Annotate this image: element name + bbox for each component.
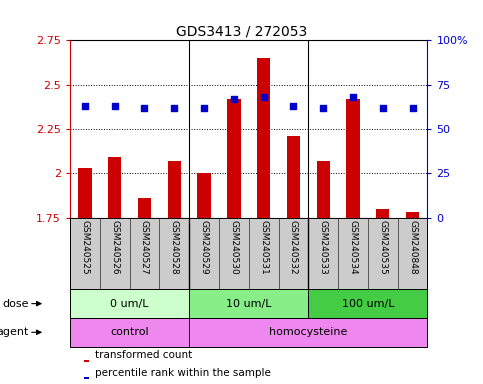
Text: GSM240534: GSM240534 [349, 220, 357, 275]
Point [230, 96, 238, 102]
Text: 0 um/L: 0 um/L [110, 299, 149, 309]
Bar [346, 99, 360, 218]
Point [170, 105, 178, 111]
Text: GSM240527: GSM240527 [140, 220, 149, 275]
Text: GSM240535: GSM240535 [378, 220, 387, 275]
Text: GSM240532: GSM240532 [289, 220, 298, 275]
Bar [138, 198, 151, 218]
Text: homocysteine: homocysteine [269, 327, 347, 337]
Text: GSM240526: GSM240526 [110, 220, 119, 275]
Text: 100 um/L: 100 um/L [341, 299, 394, 309]
Bar [85, 377, 89, 379]
Bar [189, 289, 308, 318]
Text: GSM240533: GSM240533 [319, 220, 327, 275]
Bar [227, 99, 241, 218]
Text: GSM240525: GSM240525 [81, 220, 89, 275]
Point [81, 103, 89, 109]
Bar [406, 212, 419, 218]
Point [200, 105, 208, 111]
Point [409, 105, 416, 111]
Bar [108, 157, 121, 218]
Text: GSM240528: GSM240528 [170, 220, 179, 275]
Text: GSM240529: GSM240529 [199, 220, 209, 275]
Text: GSM240530: GSM240530 [229, 220, 238, 275]
Bar [257, 58, 270, 218]
Bar [85, 359, 89, 361]
Point [260, 94, 268, 100]
Text: GSM240531: GSM240531 [259, 220, 268, 275]
Bar [316, 161, 330, 218]
Point [111, 103, 119, 109]
Text: percentile rank within the sample: percentile rank within the sample [95, 368, 270, 378]
Point [289, 103, 297, 109]
Point [141, 105, 148, 111]
Bar [376, 209, 389, 218]
Bar [189, 318, 427, 347]
Text: transformed count: transformed count [95, 351, 192, 361]
Text: 10 um/L: 10 um/L [226, 299, 271, 309]
Point [379, 105, 386, 111]
Bar [287, 136, 300, 218]
Text: dose: dose [2, 299, 29, 309]
Bar [70, 318, 189, 347]
Bar [70, 289, 189, 318]
Text: control: control [110, 327, 149, 337]
Text: GSM240848: GSM240848 [408, 220, 417, 275]
Text: agent: agent [0, 327, 29, 337]
Bar [308, 289, 427, 318]
Point [319, 105, 327, 111]
Bar [78, 168, 92, 218]
Bar [168, 161, 181, 218]
Text: GDS3413 / 272053: GDS3413 / 272053 [176, 25, 307, 39]
Point [349, 94, 357, 100]
Bar [198, 173, 211, 218]
